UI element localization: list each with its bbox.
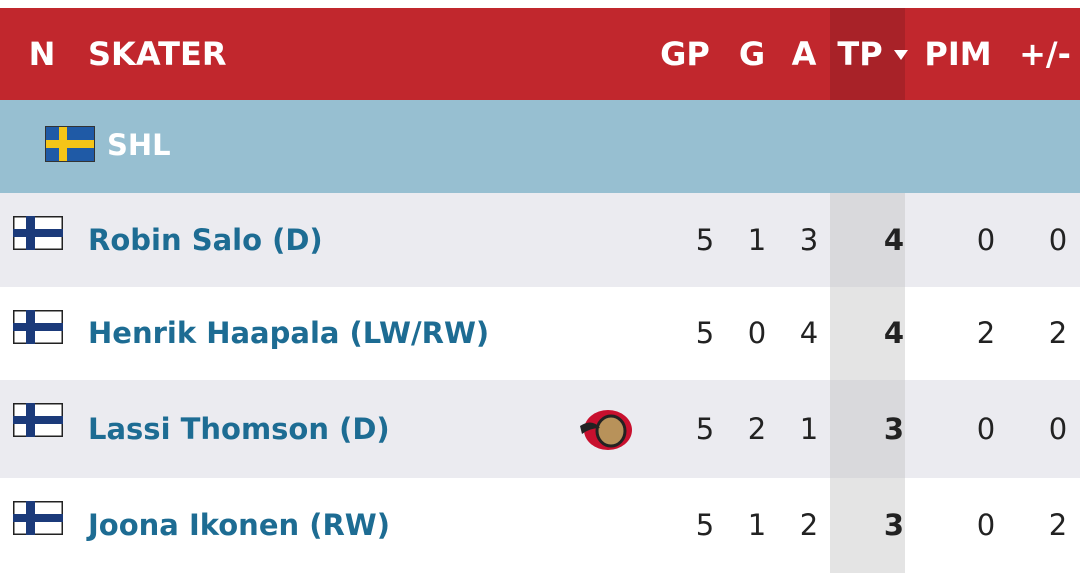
sorted-column-cell	[830, 193, 905, 287]
sorted-column-header	[830, 8, 905, 100]
finland-flag	[13, 403, 63, 437]
stat-cell: 4	[883, 223, 904, 257]
stat-cell: 1	[747, 508, 767, 542]
stat-cell: 1	[747, 223, 767, 257]
stat-cell: 2	[1048, 316, 1068, 350]
stat-cell: 4	[883, 316, 904, 350]
stat-cell: 5	[695, 412, 715, 446]
stat-cell: 5	[695, 508, 715, 542]
stat-cell: 2	[976, 316, 996, 350]
stat-cell: 0	[976, 223, 996, 257]
stat-cell: 5	[695, 223, 715, 257]
sorted-column-cell	[830, 380, 905, 478]
league-row	[0, 100, 1080, 193]
column-header[interactable]: +/-	[1019, 35, 1071, 73]
stat-cell: 0	[747, 316, 767, 350]
column-header[interactable]: PIM	[924, 35, 992, 73]
stat-cell: 2	[1048, 508, 1068, 542]
column-header: N	[28, 35, 56, 73]
sort-arrow	[894, 50, 908, 60]
stat-cell: 3	[799, 223, 819, 257]
stat-cell: 2	[747, 412, 767, 446]
finland-flag	[13, 216, 63, 250]
sorted-column-cell	[830, 287, 905, 380]
team-logo[interactable]	[578, 406, 634, 452]
column-header[interactable]: TP	[837, 35, 883, 73]
stat-cell: 0	[976, 412, 996, 446]
player-name[interactable]: Henrik Haapala (LW/RW)	[88, 316, 490, 350]
column-header[interactable]: GP	[660, 35, 710, 73]
column-header: SKATER	[88, 35, 227, 73]
column-header[interactable]: G	[738, 35, 766, 73]
stat-cell: 3	[883, 508, 904, 542]
sorted-column-cell	[830, 478, 905, 573]
stat-cell: 3	[883, 412, 904, 446]
player-name[interactable]: Robin Salo (D)	[88, 223, 323, 257]
player-name[interactable]: Joona Ikonen (RW)	[88, 508, 391, 542]
finland-flag	[13, 310, 63, 344]
player-name[interactable]: Lassi Thomson (D)	[88, 412, 390, 446]
stat-cell: 0	[976, 508, 996, 542]
column-header[interactable]: A	[791, 35, 817, 73]
stat-cell: 0	[1048, 223, 1068, 257]
stat-cell: 1	[799, 412, 819, 446]
sweden-flag	[45, 126, 95, 162]
stat-cell: 4	[799, 316, 819, 350]
finland-flag	[13, 501, 63, 535]
league-name: SHL	[107, 128, 171, 162]
stat-cell: 0	[1048, 412, 1068, 446]
stat-cell: 5	[695, 316, 715, 350]
stat-cell: 2	[799, 508, 819, 542]
